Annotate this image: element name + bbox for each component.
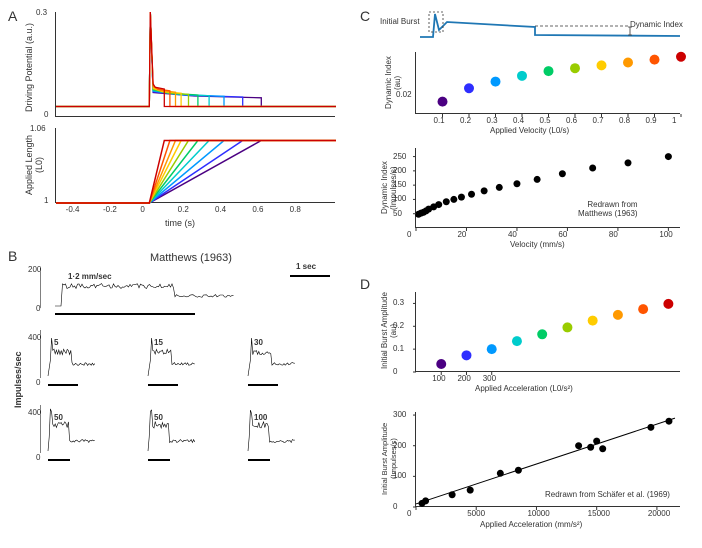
axis-label: Velocity (mm/s)	[510, 240, 565, 249]
tick: 200	[28, 265, 41, 274]
diagram-label: Initial Burst	[380, 17, 420, 26]
diagram-label: Dynamic Index	[630, 20, 683, 29]
axis-label: time (s)	[165, 218, 195, 228]
panelA-driving-potential-chart	[55, 12, 335, 117]
scale-label: 1 sec	[296, 262, 316, 271]
tick: 1.06	[30, 124, 46, 133]
axis-label: Applied Acceleration (L0/s²)	[475, 384, 573, 393]
panelD-top-chart	[415, 292, 680, 372]
tick: 0.02	[396, 90, 412, 99]
axis-label: Dynamic Index (au)	[384, 50, 402, 116]
panelB-row2	[40, 330, 340, 390]
panel-label-d: D	[360, 276, 370, 292]
rate-label: 1·2 mm/sec	[68, 272, 112, 281]
attrib: Redrawn fromMatthews (1963)	[578, 200, 638, 218]
panelA-applied-length-chart	[55, 128, 335, 203]
axis-label: Applied Velocity (L0/s)	[490, 126, 569, 135]
tick: 1	[44, 196, 48, 205]
tick: 0	[44, 110, 48, 119]
tick: 400	[28, 333, 41, 342]
axis-label: Initial Burst Amplitude (Impulses/s)	[380, 410, 398, 507]
panelC-bottom-chart	[415, 148, 680, 228]
panel-label-b: B	[8, 248, 17, 264]
axis-label: Applied Length (L0)	[24, 130, 44, 200]
axis-label: Impulses/sec	[13, 340, 23, 420]
tick: 0.3	[36, 8, 47, 17]
tick: 0	[36, 304, 40, 313]
tick: 0	[36, 378, 40, 387]
panel-label-c: C	[360, 8, 370, 24]
axis-label: Driving Potential (a.u.)	[24, 20, 34, 115]
tick: 0	[36, 453, 40, 462]
panelB-title: Matthews (1963)	[150, 252, 232, 264]
attrib: Redrawn from Schäfer et al. (1969)	[545, 490, 670, 499]
axis-label: Applied Acceleration (mm/s²)	[480, 520, 582, 529]
panelC-top-chart	[415, 52, 680, 114]
tick: 400	[28, 408, 41, 417]
panel-label-a: A	[8, 8, 17, 24]
panelB-row3	[40, 405, 340, 465]
scale-bar	[290, 275, 330, 277]
